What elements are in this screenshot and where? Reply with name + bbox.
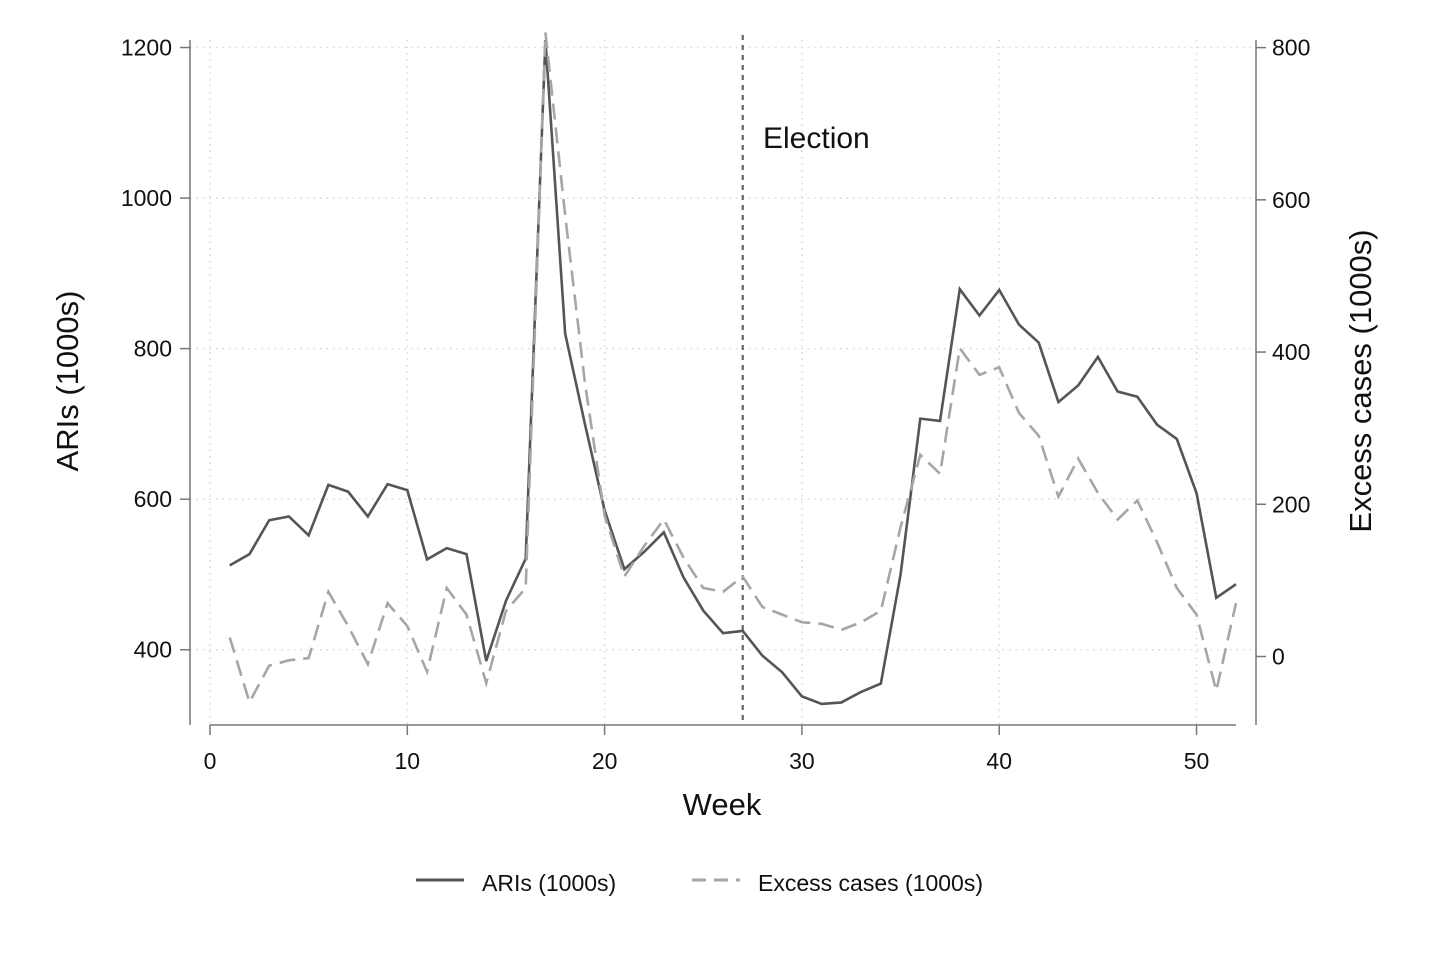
- x-axis-title: Week: [683, 787, 762, 822]
- x-tick-label-10: 10: [395, 748, 421, 774]
- y-tick-label-800: 800: [134, 336, 172, 362]
- y-axis-title: ARIs (1000s): [50, 291, 85, 472]
- y-tick-label-400: 400: [134, 637, 172, 663]
- x-tick-label-0: 0: [204, 748, 217, 774]
- x-tick-label-30: 30: [789, 748, 815, 774]
- axes-group: 0 10 20 30 40 50 400 600 800 1000 1200 0 200 400 600 80…: [121, 35, 1311, 774]
- y2-tick-label-200: 200: [1272, 491, 1310, 517]
- y2-tick-label-0: 0: [1272, 644, 1285, 670]
- y2-tick-label-400: 400: [1272, 339, 1310, 365]
- grid-lines: [190, 40, 1256, 725]
- y2-tick-label-800: 800: [1272, 35, 1310, 61]
- y-tick-label-600: 600: [134, 486, 172, 512]
- legend-label-excess-cases: Excess cases (1000s): [758, 870, 983, 896]
- series-line-aris: [229, 39, 1237, 706]
- series-group: [228, 32, 1238, 706]
- y-tick-label-1200: 1200: [121, 35, 172, 61]
- election-annotation-label: Election: [763, 122, 870, 155]
- x-tick-label-40: 40: [986, 748, 1012, 774]
- x-tick-label-20: 20: [592, 748, 618, 774]
- series-line-excess-cases: [228, 32, 1238, 706]
- y2-axis-title: Excess cases (1000s): [1343, 229, 1378, 532]
- legend: ARIs (1000s) Excess cases (1000s): [416, 870, 983, 896]
- y-tick-label-1000: 1000: [121, 185, 172, 211]
- y2-tick-label-600: 600: [1272, 187, 1310, 213]
- legend-label-aris: ARIs (1000s): [482, 870, 616, 896]
- x-tick-label-50: 50: [1184, 748, 1210, 774]
